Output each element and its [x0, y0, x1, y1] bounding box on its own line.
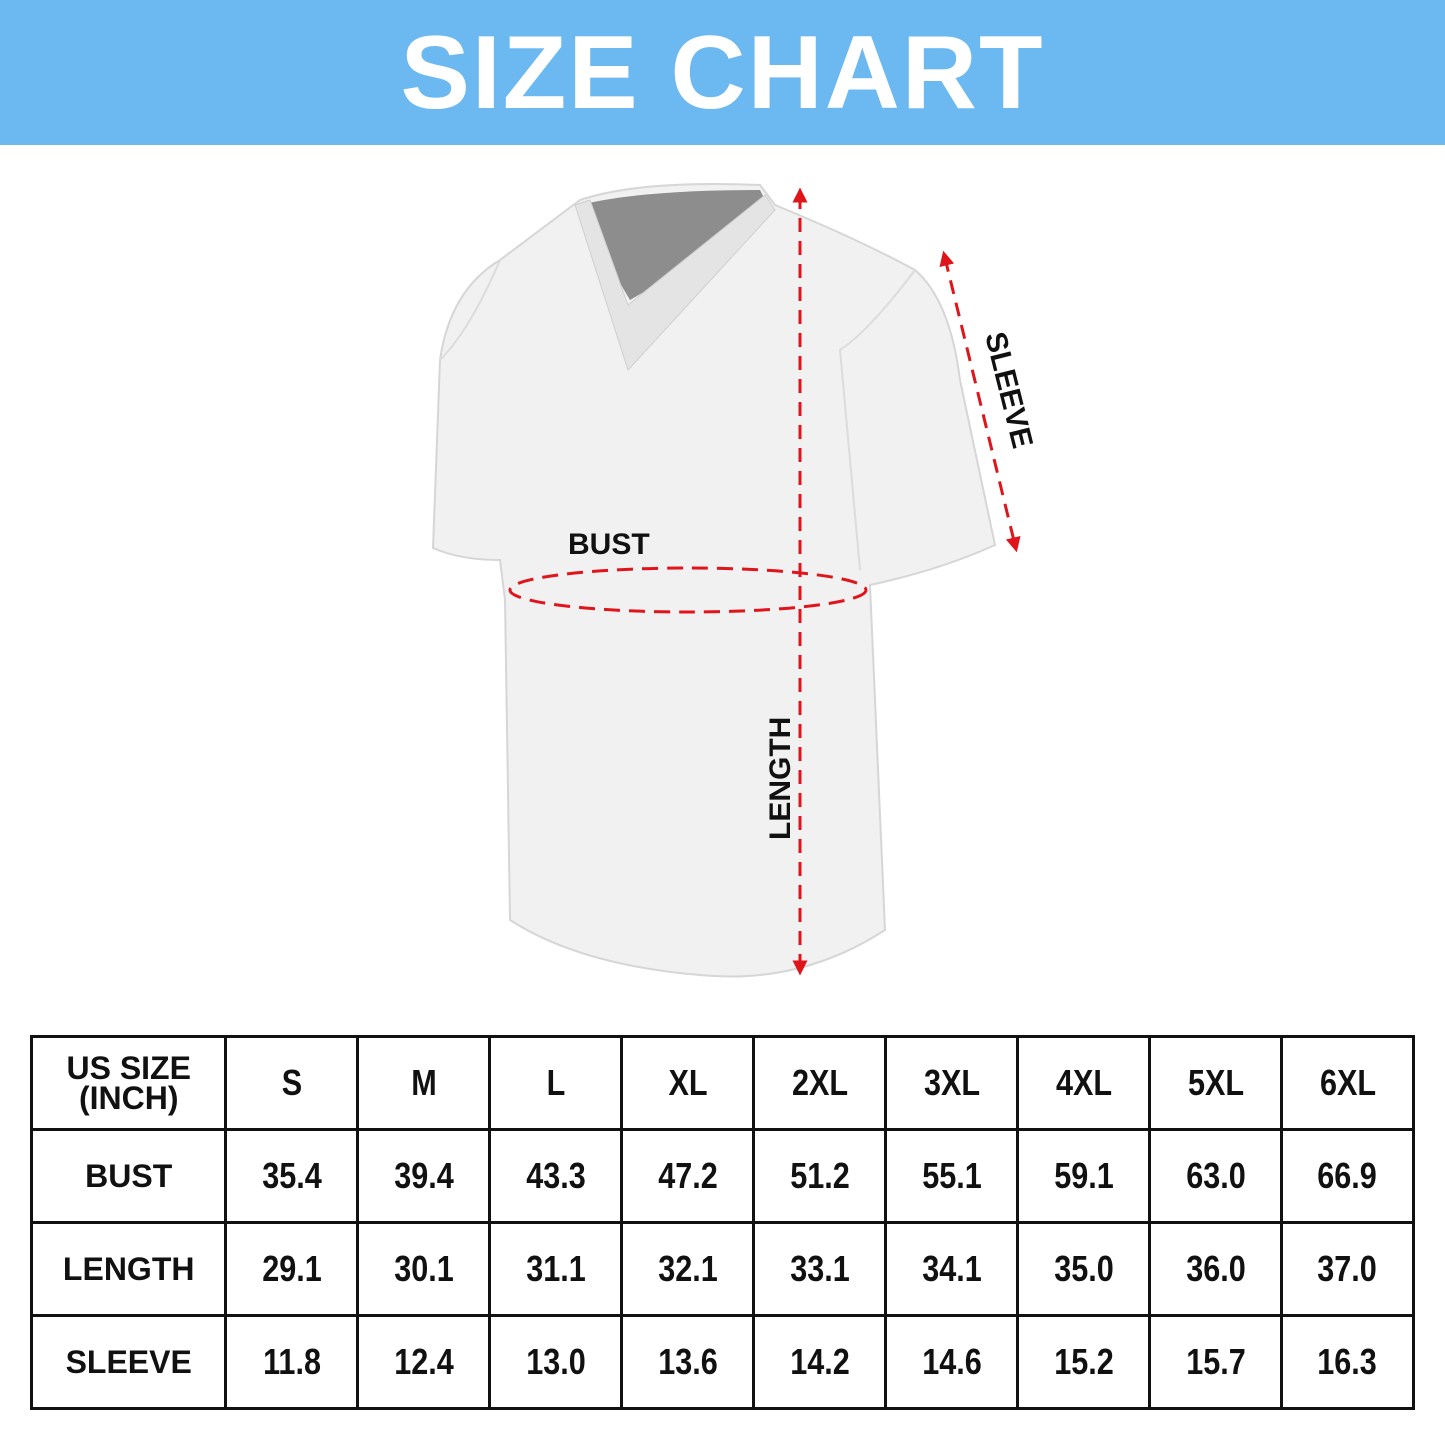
- table-row-sleeve: SLEEVE 11.8 12.4 13.0 13.6 14.2 14.6 15.…: [29, 1314, 1415, 1410]
- table-cell: 39.4: [356, 1128, 492, 1224]
- title-banner: SIZE CHART: [0, 0, 1445, 145]
- size-header: 4XL: [1016, 1035, 1152, 1131]
- table-row-length: LENGTH 29.1 30.1 31.1 32.1 33.1 34.1 35.…: [29, 1221, 1415, 1317]
- size-table: US SIZE (INCH) S M L XL 2XL 3XL 4XL 5XL …: [29, 1035, 1415, 1410]
- table-cell: 36.0: [1148, 1221, 1284, 1317]
- size-header: 6XL: [1280, 1035, 1415, 1131]
- table-cell: 31.1: [488, 1221, 624, 1317]
- table-cell: 15.2: [1016, 1314, 1152, 1410]
- table-cell: 16.3: [1280, 1314, 1415, 1410]
- table-cell: 32.1: [620, 1221, 756, 1317]
- jersey-image: [431, 183, 997, 978]
- size-header: S: [224, 1035, 360, 1131]
- table-cell: 14.2: [752, 1314, 888, 1410]
- jersey-diagram: BUST LENGTH SLEEVE: [431, 183, 1039, 978]
- page-title: SIZE CHART: [400, 14, 1045, 131]
- table-cell: 11.8: [224, 1314, 360, 1410]
- size-header: 5XL: [1148, 1035, 1284, 1131]
- size-header: 2XL: [752, 1035, 888, 1131]
- corner-header: US SIZE (INCH): [29, 1035, 228, 1131]
- size-header: M: [356, 1035, 492, 1131]
- table-cell: 59.1: [1016, 1128, 1152, 1224]
- table-cell: 35.0: [1016, 1221, 1152, 1317]
- table-cell: 37.0: [1280, 1221, 1415, 1317]
- bust-ellipse: [508, 566, 868, 614]
- table-cell: 63.0: [1148, 1128, 1284, 1224]
- table-cell: 43.3: [488, 1128, 624, 1224]
- table-cell: 13.6: [620, 1314, 756, 1410]
- sleeve-label: SLEEVE: [978, 329, 1039, 452]
- table-cell: 35.4: [224, 1128, 360, 1224]
- table-cell: 15.7: [1148, 1314, 1284, 1410]
- table-cell: 34.1: [884, 1221, 1020, 1317]
- row-label: LENGTH: [29, 1221, 228, 1317]
- sleeve-arrow: [939, 250, 1021, 553]
- table-row-bust: BUST 35.4 39.4 43.3 47.2 51.2 55.1 59.1 …: [29, 1128, 1415, 1224]
- size-header: XL: [620, 1035, 756, 1131]
- length-label: LENGTH: [764, 717, 797, 840]
- table-cell: 47.2: [620, 1128, 756, 1224]
- table-cell: 51.2: [752, 1128, 888, 1224]
- table-cell: 29.1: [224, 1221, 360, 1317]
- size-header: L: [488, 1035, 624, 1131]
- table-cell: 55.1: [884, 1128, 1020, 1224]
- table-cell: 14.6: [884, 1314, 1020, 1410]
- table-cell: 30.1: [356, 1221, 492, 1317]
- table-header-row: US SIZE (INCH) S M L XL 2XL 3XL 4XL 5XL …: [29, 1035, 1415, 1131]
- bust-label: BUST: [568, 528, 650, 561]
- table-cell: 66.9: [1280, 1128, 1415, 1224]
- table-cell: 12.4: [356, 1314, 492, 1410]
- size-header: 3XL: [884, 1035, 1020, 1131]
- table-cell: 13.0: [488, 1314, 624, 1410]
- row-label: SLEEVE: [29, 1314, 228, 1410]
- row-label: BUST: [29, 1128, 228, 1224]
- table-cell: 33.1: [752, 1221, 888, 1317]
